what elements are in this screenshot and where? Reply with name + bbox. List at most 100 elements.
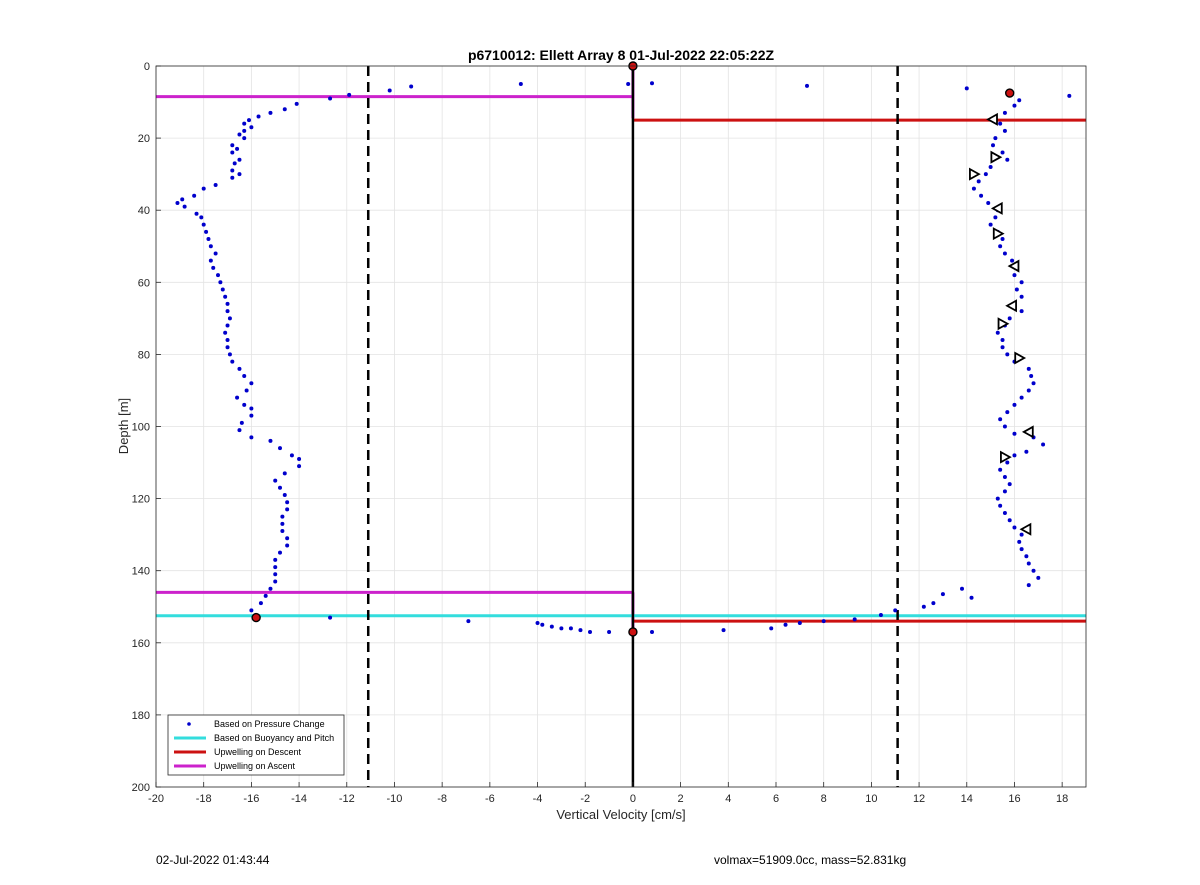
data-point (535, 620, 540, 625)
data-point (549, 624, 554, 629)
data-point (223, 294, 228, 299)
data-point (1000, 237, 1005, 242)
x-tick-label: -10 (387, 793, 403, 805)
data-point (282, 107, 287, 112)
data-point (559, 626, 564, 631)
data-point (1024, 449, 1029, 454)
x-axis-ticks: -20 -18 -16 -14 -12 -10 -8 -6 -4 -2 0 2 4 6 8 10 12 14 16 1… (148, 782, 1068, 805)
legend-label-buoyancy: Based on Buoyancy and Pitch (214, 733, 334, 743)
data-point (201, 222, 206, 227)
data-point (1019, 309, 1024, 314)
data-point (1026, 388, 1031, 393)
data-point (1000, 345, 1005, 350)
y-tick-label: 140 (132, 566, 150, 578)
data-point (208, 258, 213, 263)
data-point (258, 601, 263, 606)
data-point (1002, 511, 1007, 516)
data-point (285, 500, 290, 505)
data-point (976, 179, 981, 184)
data-point (993, 136, 998, 141)
x-tick-label: -6 (485, 793, 495, 805)
triangle-right-marker (992, 227, 1005, 241)
data-point (220, 287, 225, 292)
data-point (518, 82, 523, 87)
data-point (805, 83, 809, 88)
x-axis-label: Vertical Velocity [cm/s] (556, 807, 685, 822)
data-point (988, 164, 993, 169)
data-point (216, 273, 220, 278)
data-point (998, 503, 1003, 508)
triangle-left-marker (1005, 299, 1017, 313)
data-point (230, 359, 235, 364)
data-point (1007, 482, 1012, 487)
star-marker (628, 627, 638, 637)
triangle-right-marker (1014, 351, 1027, 365)
data-point (578, 628, 583, 633)
y-tick-label: 60 (138, 277, 150, 289)
data-point (1029, 374, 1034, 379)
data-point (230, 150, 235, 155)
data-point (993, 215, 998, 220)
data-point (227, 352, 232, 357)
x-tick-label: -16 (243, 793, 259, 805)
data-point (247, 118, 251, 123)
data-point (1012, 273, 1017, 278)
y-axis-ticks: 0 20 40 60 80 100 120 140 160 180 200 (132, 61, 161, 794)
triangle-right-marker (1000, 450, 1012, 464)
data-point (969, 595, 974, 600)
data-point (921, 604, 926, 609)
data-point (991, 143, 995, 148)
data-point (721, 628, 726, 633)
data-point (273, 478, 278, 483)
y-axis-label: Depth [m] (116, 398, 131, 454)
data-point (208, 244, 213, 249)
data-point (199, 215, 204, 220)
legend-entry-buoyancy: Based on Buoyancy and Pitch (174, 733, 334, 743)
legend-label-descent: Upwelling on Descent (214, 747, 302, 757)
data-point (998, 467, 1003, 472)
data-point (852, 617, 857, 622)
data-point (289, 453, 294, 458)
data-point (249, 435, 254, 440)
data-point (650, 629, 654, 634)
data-point (979, 193, 984, 198)
data-point (249, 406, 254, 411)
data-point (328, 615, 333, 620)
data-point (235, 395, 240, 400)
data-point (201, 186, 206, 191)
data-point (1002, 489, 1007, 494)
data-point (1005, 410, 1010, 415)
data-point (237, 157, 242, 162)
data-point (931, 601, 936, 606)
data-point (280, 521, 285, 526)
footer-summary: volmax=51909.0cc, mass=52.831kg (714, 853, 907, 867)
y-tick-label: 20 (138, 133, 150, 145)
reference-lines (366, 66, 899, 787)
y-tick-label: 200 (132, 782, 150, 794)
data-point (225, 323, 230, 328)
data-point (347, 92, 352, 97)
x-tick-label: 18 (1056, 793, 1068, 805)
data-point (232, 161, 237, 166)
data-point (1017, 539, 1022, 544)
data-point (1014, 287, 1019, 292)
legend-entry-ascent: Upwelling on Ascent (174, 761, 296, 771)
data-point (1026, 561, 1031, 566)
triangle-right-marker (990, 150, 1003, 164)
data-point (249, 125, 254, 130)
legend: Based on Pressure Change Based on Buoyan… (167, 714, 345, 776)
data-point (940, 592, 945, 597)
data-point (1067, 93, 1072, 98)
data-point (1012, 402, 1017, 407)
data-point (239, 420, 244, 425)
data-point (1031, 381, 1036, 386)
data-point (986, 200, 991, 205)
data-point (328, 96, 333, 101)
data-point (1012, 525, 1017, 530)
data-point (607, 629, 612, 634)
pressure-change-points (175, 81, 1072, 634)
triangle-left-marker (1007, 259, 1020, 273)
data-point (1012, 103, 1017, 108)
x-tick-label: -12 (339, 793, 355, 805)
data-point (273, 557, 278, 562)
